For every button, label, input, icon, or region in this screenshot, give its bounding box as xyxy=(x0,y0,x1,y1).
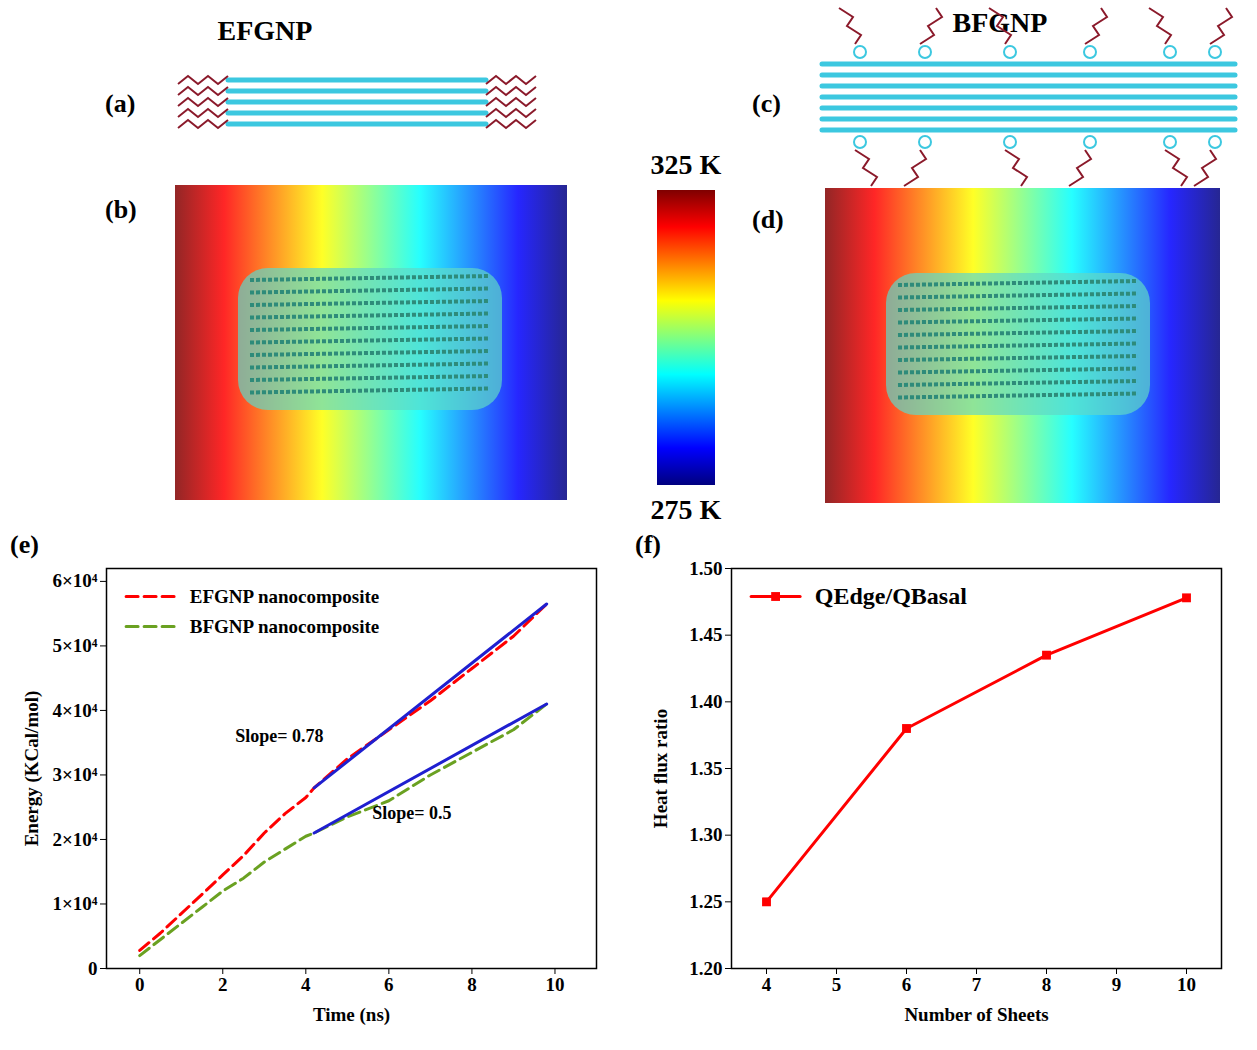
svg-text:Slope= 0.5: Slope= 0.5 xyxy=(372,803,451,823)
svg-text:1.35: 1.35 xyxy=(689,758,722,779)
svg-text:1.40: 1.40 xyxy=(689,691,722,712)
svg-text:0: 0 xyxy=(135,974,145,995)
svg-text:EFGNP nanocomposite: EFGNP nanocomposite xyxy=(190,586,379,607)
svg-text:9: 9 xyxy=(1112,974,1122,995)
svg-text:Slope= 0.78: Slope= 0.78 xyxy=(235,726,323,746)
svg-text:4: 4 xyxy=(301,974,311,995)
svg-text:1.30: 1.30 xyxy=(689,824,722,845)
svg-text:Time (ns): Time (ns) xyxy=(313,1004,390,1026)
svg-text:0: 0 xyxy=(88,958,98,979)
svg-text:Heat flux ratio: Heat flux ratio xyxy=(650,709,671,828)
svg-text:BFGNP nanocomposite: BFGNP nanocomposite xyxy=(190,616,379,637)
svg-text:5: 5 xyxy=(832,974,842,995)
svg-text:QEdge/QBasal: QEdge/QBasal xyxy=(815,583,967,609)
svg-text:(c): (c) xyxy=(752,89,781,118)
svg-text:1.45: 1.45 xyxy=(689,624,722,645)
svg-text:EFGNP: EFGNP xyxy=(218,15,313,46)
svg-text:Number of Sheets: Number of Sheets xyxy=(904,1004,1048,1025)
svg-text:2: 2 xyxy=(218,974,228,995)
svg-text:Energy (KCal/mol): Energy (KCal/mol) xyxy=(21,691,43,847)
svg-text:1.20: 1.20 xyxy=(689,958,722,979)
html-text:(f): (f) xyxy=(635,530,661,559)
svg-text:(d): (d) xyxy=(752,205,784,234)
svg-text:(a): (a) xyxy=(105,89,135,118)
svg-text:1.25: 1.25 xyxy=(689,891,722,912)
svg-text:10: 10 xyxy=(545,974,564,995)
svg-text:2×10⁴: 2×10⁴ xyxy=(52,829,97,850)
html-text:(e): (e) xyxy=(10,530,39,559)
svg-text:4×10⁴: 4×10⁴ xyxy=(52,700,97,721)
svg-text:(b): (b) xyxy=(105,195,137,224)
svg-text:6: 6 xyxy=(384,974,394,995)
svg-text:8: 8 xyxy=(467,974,477,995)
svg-text:1.50: 1.50 xyxy=(689,558,722,579)
svg-text:6×10⁴: 6×10⁴ xyxy=(52,570,97,591)
svg-text:4: 4 xyxy=(762,974,772,995)
svg-text:1×10⁴: 1×10⁴ xyxy=(52,893,97,914)
svg-text:275 K: 275 K xyxy=(651,494,722,525)
svg-text:8: 8 xyxy=(1042,974,1052,995)
svg-text:BFGNP: BFGNP xyxy=(952,7,1048,38)
svg-text:6: 6 xyxy=(902,974,912,995)
svg-text:10: 10 xyxy=(1177,974,1196,995)
svg-text:325 K: 325 K xyxy=(651,149,722,180)
svg-text:5×10⁴: 5×10⁴ xyxy=(52,635,97,656)
svg-text:3×10⁴: 3×10⁴ xyxy=(52,764,97,785)
svg-text:7: 7 xyxy=(972,974,982,995)
